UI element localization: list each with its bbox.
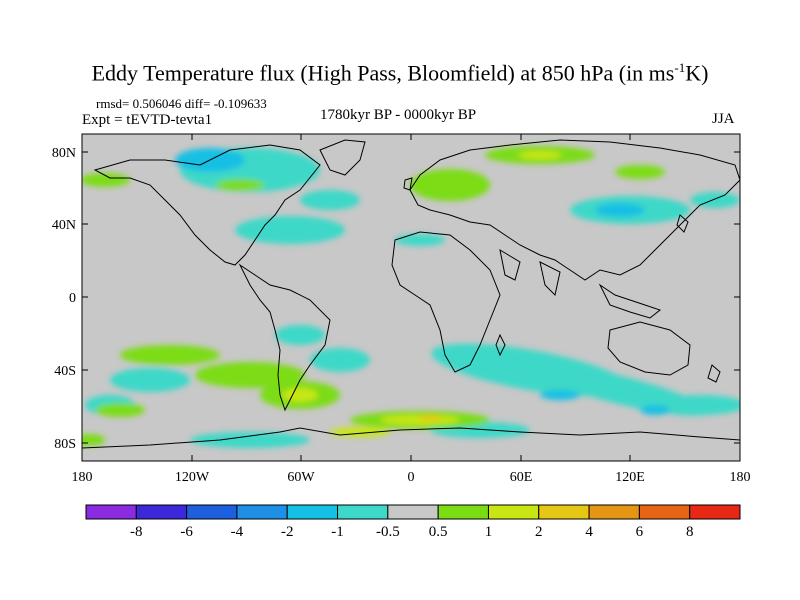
lat-tick-40s: 40S	[54, 364, 76, 379]
colorbar-swatch	[236, 504, 288, 520]
colorbar-swatch	[337, 504, 389, 520]
lat-tick-80n: 80N	[52, 146, 76, 161]
lon-tick-180-left: 180	[72, 470, 93, 485]
title-superscript: -1	[674, 60, 686, 75]
colorbar-swatch	[638, 504, 691, 520]
experiment-label: Expt = tEVTD-tevta1	[82, 112, 213, 128]
lon-tick-60w: 60W	[287, 470, 315, 485]
title-main: Eddy Temperature flux (High Pass, Bloomf…	[91, 60, 675, 86]
colorbar-label: -0.5	[376, 524, 400, 540]
axis-ticks	[81, 134, 741, 461]
lat-tick-40n: 40N	[52, 218, 76, 233]
lon-tick-120w: 120W	[175, 470, 210, 485]
colorbar-label: -1	[331, 524, 344, 540]
lon-tick-60e: 60E	[510, 470, 533, 485]
colorbar-swatch	[487, 504, 540, 520]
colorbar-swatch	[387, 504, 439, 520]
anomaly-field	[82, 146, 740, 448]
lat-tick-80s: 80S	[54, 437, 76, 452]
colorbar-label: -6	[180, 524, 193, 540]
lon-tick-0: 0	[408, 470, 415, 485]
colorbar-label: 1	[485, 524, 493, 540]
colorbar-label: -2	[281, 524, 294, 540]
colorbar-label: 6	[636, 524, 644, 540]
colorbar-swatch	[538, 504, 590, 520]
season-label: JJA	[712, 111, 735, 127]
colorbar-label: -4	[231, 524, 244, 540]
colorbar-swatch	[286, 504, 339, 520]
colorbar-label: 4	[585, 524, 593, 540]
colorbar-swatch	[689, 504, 741, 520]
colorbar-swatch	[588, 504, 640, 520]
stats-line: rmsd= 0.506046 diff= -0.109633	[96, 96, 267, 111]
colorbar-label: -8	[130, 524, 143, 540]
lat-tick-labels: 80N 40N 0 40S 80S	[52, 146, 76, 452]
colorbar-swatch	[85, 504, 137, 520]
colorbar-swatch	[186, 504, 238, 520]
colorbar-swatch	[135, 504, 188, 520]
period-label: 1780kyr BP - 0000kyr BP	[320, 107, 477, 123]
figure-title: Eddy Temperature flux (High Pass, Bloomf…	[0, 60, 800, 86]
colorbar-label: 2	[535, 524, 543, 540]
colorbar-label: 8	[686, 524, 694, 540]
lon-tick-180-right: 180	[730, 470, 751, 485]
title-end: K)	[685, 60, 709, 86]
lat-tick-0: 0	[69, 291, 76, 306]
colorbar: -8 -6 -4 -2 -1 -0.5 0.5 1 2 4 6 8	[85, 504, 741, 540]
lon-tick-labels: 180 120W 60W 0 60E 120E 180	[72, 470, 751, 485]
map-panel: 80N 40N 0 40S 80S 180 120W 60W 0 60E 120…	[52, 133, 751, 485]
colorbar-swatch	[437, 504, 489, 520]
colorbar-label: 0.5	[429, 524, 448, 540]
coastlines	[82, 139, 740, 449]
lon-tick-120e: 120E	[615, 470, 645, 485]
